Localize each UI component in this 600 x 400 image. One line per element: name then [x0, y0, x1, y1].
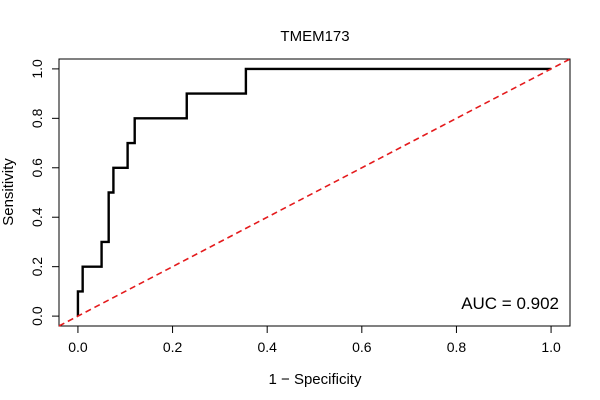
x-tick-label: 1.0 — [541, 339, 561, 355]
plot-layer — [58, 58, 571, 327]
x-axis-label: 1 − Specificity — [269, 371, 362, 388]
x-tick-label: 0.4 — [257, 339, 277, 355]
x-tick-label: 0.0 — [68, 339, 88, 355]
auc-annotation: AUC = 0.902 — [461, 294, 559, 313]
y-tick-label: 1.0 — [29, 59, 45, 79]
x-axis: 0.0 0.2 0.4 0.6 0.8 1.0 — [68, 325, 561, 355]
chart-title: TMEM173 — [280, 28, 349, 45]
y-tick-label: 0.0 — [29, 306, 45, 326]
y-axis-label: Sensitivity — [0, 158, 17, 226]
x-tick-label: 0.2 — [163, 339, 183, 355]
y-tick-label: 0.6 — [29, 158, 45, 178]
roc-curve-line — [76, 67, 552, 317]
y-axis: 0.0 0.2 0.4 0.6 0.8 1.0 — [29, 59, 60, 326]
y-tick-label: 0.8 — [29, 108, 45, 128]
y-tick-label: 0.4 — [29, 207, 45, 227]
y-tick-label: 0.2 — [29, 257, 45, 277]
x-tick-label: 0.6 — [352, 339, 372, 355]
reference-diagonal-line — [58, 58, 571, 327]
x-tick-label: 0.8 — [447, 339, 467, 355]
